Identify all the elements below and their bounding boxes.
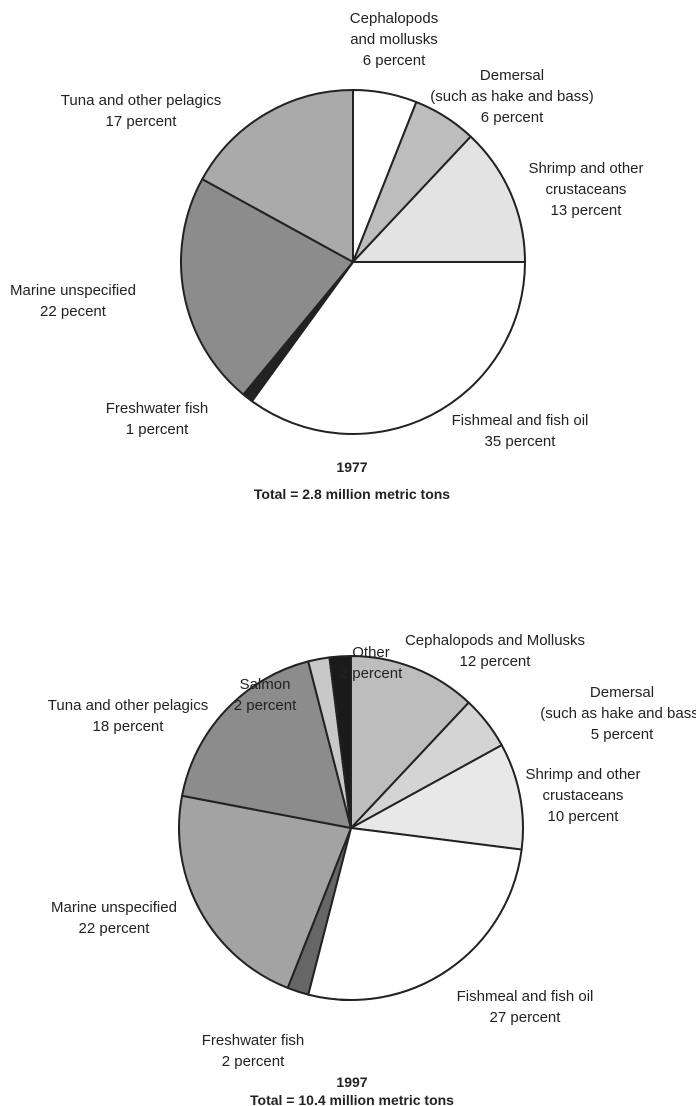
slice-label: Tuna and other pelagics 18 percent — [48, 695, 208, 737]
slice-label: Salmon 2 percent — [234, 674, 297, 716]
chart-title: 1977 — [336, 459, 368, 475]
value-label: 13 percent — [550, 202, 622, 219]
value-label: 22 percent — [78, 920, 150, 937]
slice-label: Demersal (such as hake and bass) 6 percen… — [430, 65, 593, 128]
value-label: 18 percent — [92, 718, 164, 735]
slice-label: Freshwater fish 1 percent — [106, 398, 209, 440]
value-label: 22 pecent — [40, 303, 106, 320]
pie-slice — [178, 794, 352, 989]
category-label: Fishmeal and fish oil — [456, 988, 594, 1005]
slice-label: Other 2 percent — [340, 642, 403, 684]
pie-slice — [352, 135, 526, 263]
pie-slice — [181, 660, 352, 829]
pie-slice — [307, 827, 523, 1001]
category-label: Salmon — [239, 676, 291, 693]
value-label: 2 percent — [233, 697, 297, 714]
slice-label: Cephalopods and mollusks 6 percent — [350, 8, 438, 71]
pie-slice — [201, 89, 354, 263]
pie-slice — [250, 261, 526, 435]
slice-label: Marine unspecified 22 percent — [51, 897, 177, 939]
slice-label: Cephalopods and Mollusks 12 percent — [405, 630, 585, 672]
category-label: Freshwater fish — [105, 400, 209, 417]
value-label: 12 percent — [459, 653, 531, 670]
chart-subtitle: Total = 10.4 million metric tons — [250, 1092, 454, 1106]
value-label: 2 percent — [221, 1053, 285, 1070]
category-label: Marine unspecified — [10, 282, 136, 299]
category-label: Cephalopods and mollusks — [349, 10, 439, 48]
category-label: Cephalopods and Mollusks — [404, 632, 586, 649]
category-label: Freshwater fish — [201, 1032, 305, 1049]
category-label: Demersal (such as hake and bass) — [430, 67, 594, 105]
value-label: 27 percent — [489, 1009, 561, 1026]
slice-label: Marine unspecified 22 pecent — [10, 280, 136, 322]
pie-slice — [350, 744, 524, 851]
chart-title: 1997 — [336, 1074, 368, 1090]
category-label: Marine unspecified — [51, 899, 177, 916]
category-label: Shrimp and other crustaceans — [528, 160, 644, 198]
value-label: 17 percent — [105, 113, 177, 130]
pie-slice — [350, 655, 470, 829]
category-label: Demersal (such as hake and bass) — [540, 684, 696, 722]
slice-label: Freshwater fish 2 percent — [202, 1030, 305, 1072]
category-label: Tuna and other pelagics — [60, 92, 222, 109]
slice-label: Tuna and other pelagics 17 percent — [61, 90, 221, 132]
slice-label: Demersal (such as hake and bass) 5 percen… — [540, 682, 696, 745]
pie-slice — [328, 655, 352, 829]
slice-label: Fishmeal and fish oil 27 percent — [457, 986, 594, 1028]
value-label: 6 percent — [362, 52, 426, 69]
category-label: Fishmeal and fish oil — [451, 412, 589, 429]
value-label: 6 percent — [480, 109, 544, 126]
value-label: 2 percent — [339, 665, 403, 682]
category-label: Tuna and other pelagics — [47, 697, 209, 714]
pie-slice — [180, 178, 354, 396]
value-label: 5 percent — [590, 726, 654, 743]
slice-label: Shrimp and other crustaceans 13 percent — [528, 158, 643, 221]
value-label: 10 percent — [547, 808, 619, 825]
slice-label: Shrimp and other crustaceans 10 percent — [525, 764, 640, 827]
value-label: 35 percent — [484, 433, 556, 450]
slice-label: Fishmeal and fish oil 35 percent — [452, 410, 589, 452]
chart-subtitle: Total = 2.8 million metric tons — [253, 486, 451, 502]
value-label: 1 percent — [125, 421, 189, 438]
category-label: Shrimp and other crustaceans — [525, 766, 641, 804]
category-label: Other — [352, 644, 390, 661]
